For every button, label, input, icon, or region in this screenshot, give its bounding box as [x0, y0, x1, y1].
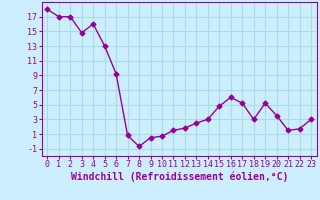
- X-axis label: Windchill (Refroidissement éolien,°C): Windchill (Refroidissement éolien,°C): [70, 172, 288, 182]
